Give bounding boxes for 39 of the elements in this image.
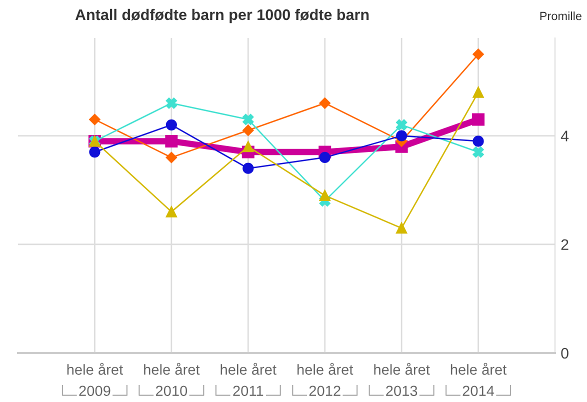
point: [319, 190, 330, 202]
point: [319, 152, 330, 164]
text: 2013: [386, 386, 418, 396]
text: 2009: [79, 386, 110, 396]
point: [242, 162, 254, 174]
point: [89, 146, 100, 158]
point: [472, 48, 484, 60]
point: [166, 206, 177, 218]
x-tick-label: hele året: [374, 362, 430, 375]
point: [472, 86, 484, 98]
point: [166, 119, 177, 130]
point: [396, 222, 408, 234]
point: [472, 136, 484, 147]
text: 2014: [462, 386, 494, 396]
x-tick-label: hele året: [144, 362, 200, 375]
point: [242, 141, 254, 152]
point: [89, 114, 100, 126]
y-tick-label: 4: [560, 130, 569, 142]
x-tick-label: hele året: [297, 362, 354, 375]
x-tick-label: hele året: [67, 362, 123, 375]
x-tick-label: hele året: [220, 362, 276, 375]
point: [165, 134, 178, 148]
y-axis-title: Promille: [540, 12, 582, 20]
point: [396, 119, 408, 130]
text: 2011: [233, 386, 264, 396]
x-tick-label: hele året: [450, 362, 507, 375]
point: [396, 130, 408, 142]
chart-title: Antall dødfødte barn per 1000 fødte barn: [75, 8, 369, 24]
point: [472, 146, 484, 158]
point: [242, 114, 254, 126]
point: [472, 113, 485, 126]
point: [242, 124, 254, 136]
y-tick-label: 0: [561, 348, 568, 359]
point: [166, 98, 177, 109]
point: [319, 98, 330, 109]
text: 2010: [156, 386, 188, 396]
y-tick-label: 2: [561, 239, 568, 250]
point: [166, 152, 178, 164]
text: 2012: [309, 386, 340, 396]
